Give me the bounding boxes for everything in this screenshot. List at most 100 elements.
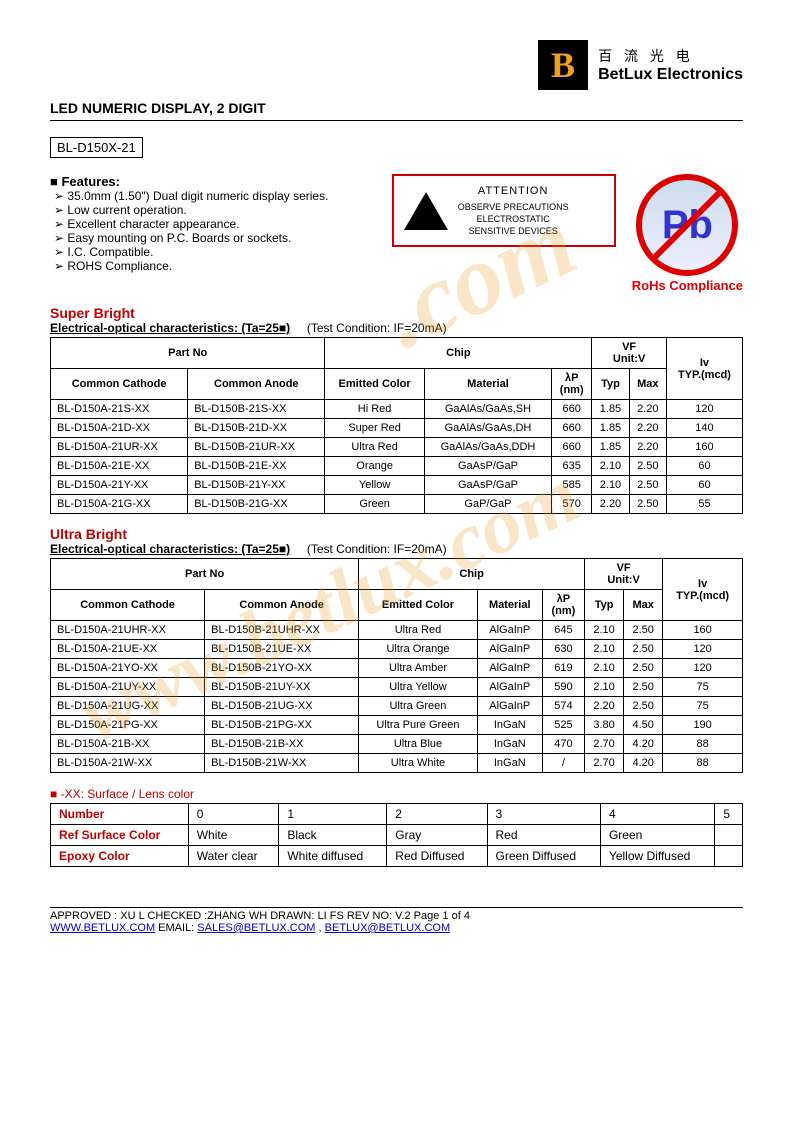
th-vf: VFUnit:V (592, 338, 667, 369)
table-cell: BL-D150A-21S-XX (51, 400, 188, 419)
table-cell: GaP/GaP (424, 495, 551, 514)
table-cell: Red (487, 825, 600, 846)
table-cell: BL-D150B-21Y-XX (188, 476, 325, 495)
table-row: Ref Surface ColorWhiteBlackGrayRedGreen (51, 825, 743, 846)
table-cell: 75 (663, 697, 743, 716)
section-title-super-bright: Super Bright (50, 305, 743, 321)
lens-row-label: Number (51, 804, 189, 825)
esd-line: OBSERVE PRECAUTIONS (458, 202, 569, 214)
page-title: LED NUMERIC DISPLAY, 2 DIGIT (50, 100, 743, 116)
logo-english: BetLux Electronics (598, 66, 743, 84)
table-cell: BL-D150A-21B-XX (51, 735, 205, 754)
table-cell: Yellow (325, 476, 424, 495)
table-caption: Electrical-optical characteristics: (Ta=… (50, 542, 290, 556)
th-typ: Typ (585, 590, 624, 621)
footer-email-link[interactable]: BETLUX@BETLUX.COM (325, 922, 450, 934)
table-cell: Green Diffused (487, 846, 600, 867)
th-material: Material (424, 369, 551, 400)
footer-website-link[interactable]: WWW.BETLUX.COM (50, 922, 155, 934)
table-cell: 2.70 (585, 754, 624, 773)
table-cell: 60 (666, 457, 742, 476)
table-cell: BL-D150A-21G-XX (51, 495, 188, 514)
table-row: BL-D150A-21PG-XXBL-D150B-21PG-XXUltra Pu… (51, 716, 743, 735)
table-cell: Gray (387, 825, 487, 846)
logo-icon: B (538, 40, 588, 90)
table-row: BL-D150A-21B-XXBL-D150B-21B-XXUltra Blue… (51, 735, 743, 754)
table-cell: GaAsP/GaP (424, 457, 551, 476)
table-row: Epoxy ColorWater clearWhite diffusedRed … (51, 846, 743, 867)
feature-item: I.C. Compatible. (54, 245, 376, 259)
table-cell: 190 (663, 716, 743, 735)
table-cell: 2.20 (592, 495, 629, 514)
feature-item: Low current operation. (54, 203, 376, 217)
table-cell: BL-D150A-21YO-XX (51, 659, 205, 678)
th-lp: λP(nm) (542, 590, 584, 621)
table-caption: Electrical-optical characteristics: (Ta=… (50, 321, 290, 335)
table-cell: 525 (542, 716, 584, 735)
table-cell: AlGaInP (477, 621, 542, 640)
table-cell: Water clear (188, 846, 279, 867)
table-cell: Ultra Amber (359, 659, 478, 678)
table-condition: (Test Condition: IF=20mA) (307, 321, 447, 335)
table-cell: 60 (666, 476, 742, 495)
logo-chinese: 百 流 光 电 (598, 46, 743, 66)
table-cell: 75 (663, 678, 743, 697)
table-cell: 630 (542, 640, 584, 659)
table-cell: Yellow Diffused (600, 846, 714, 867)
table-cell: Green (325, 495, 424, 514)
footer-email-label: EMAIL: (158, 922, 197, 934)
rohs-badge: Pb RoHs Compliance (632, 174, 743, 293)
table-cell: 160 (666, 438, 742, 457)
footer-email-link[interactable]: SALES@BETLUX.COM (197, 922, 315, 934)
table-cell: 2.50 (629, 476, 666, 495)
table-cell: BL-D150B-21E-XX (188, 457, 325, 476)
table-cell: 2.10 (585, 640, 624, 659)
table-cell: 120 (663, 640, 743, 659)
table-cell: BL-D150A-21UG-XX (51, 697, 205, 716)
table-cell: Red Diffused (387, 846, 487, 867)
table-cell: Black (279, 825, 387, 846)
table-cell: 660 (552, 419, 592, 438)
table-cell: BL-D150A-21UE-XX (51, 640, 205, 659)
table-cell: 88 (663, 735, 743, 754)
table-row: BL-D150A-21UY-XXBL-D150B-21UY-XXUltra Ye… (51, 678, 743, 697)
section-title-ultra-bright: Ultra Bright (50, 526, 743, 542)
table-cell: Green (600, 825, 714, 846)
esd-line: ELECTROSTATIC (458, 214, 569, 226)
table-cell: AlGaInP (477, 659, 542, 678)
lens-row-label: Epoxy Color (51, 846, 189, 867)
rohs-pb-text: Pb (662, 203, 713, 248)
table-cell: 660 (552, 438, 592, 457)
table-cell: BL-D150A-21Y-XX (51, 476, 188, 495)
table-cell: 2.70 (585, 735, 624, 754)
table-row: BL-D150A-21G-XXBL-D150B-21G-XXGreenGaP/G… (51, 495, 743, 514)
table-row: BL-D150A-21S-XXBL-D150B-21S-XXHi RedGaAl… (51, 400, 743, 419)
table-cell: 5 (715, 804, 743, 825)
table-cell: 2 (387, 804, 487, 825)
table-cell: BL-D150B-21UY-XX (205, 678, 359, 697)
table-cell: BL-D150A-21UY-XX (51, 678, 205, 697)
table-cell: 1.85 (592, 438, 629, 457)
table-cell: 590 (542, 678, 584, 697)
table-cell: Ultra White (359, 754, 478, 773)
table-cell (715, 825, 743, 846)
table-cell: 120 (663, 659, 743, 678)
lens-color-title: -XX: Surface / Lens color (50, 787, 743, 801)
table-cell: 2.20 (629, 400, 666, 419)
table-cell: 2.50 (624, 640, 663, 659)
table-row: BL-D150A-21UHR-XXBL-D150B-21UHR-XXUltra … (51, 621, 743, 640)
table-cell: 1 (279, 804, 387, 825)
th-chip: Chip (359, 559, 585, 590)
table-cell: 140 (666, 419, 742, 438)
th-vf: VFUnit:V (585, 559, 663, 590)
table-cell: InGaN (477, 754, 542, 773)
table-cell: 2.20 (629, 419, 666, 438)
table-cell: 4 (600, 804, 714, 825)
table-cell: White diffused (279, 846, 387, 867)
page-footer: APPROVED : XU L CHECKED :ZHANG WH DRAWN:… (50, 907, 743, 934)
table-cell: 4.20 (624, 754, 663, 773)
th-part-no: Part No (51, 338, 325, 369)
table-cell: Ultra Green (359, 697, 478, 716)
table-cell: 4.50 (624, 716, 663, 735)
table-cell: Orange (325, 457, 424, 476)
